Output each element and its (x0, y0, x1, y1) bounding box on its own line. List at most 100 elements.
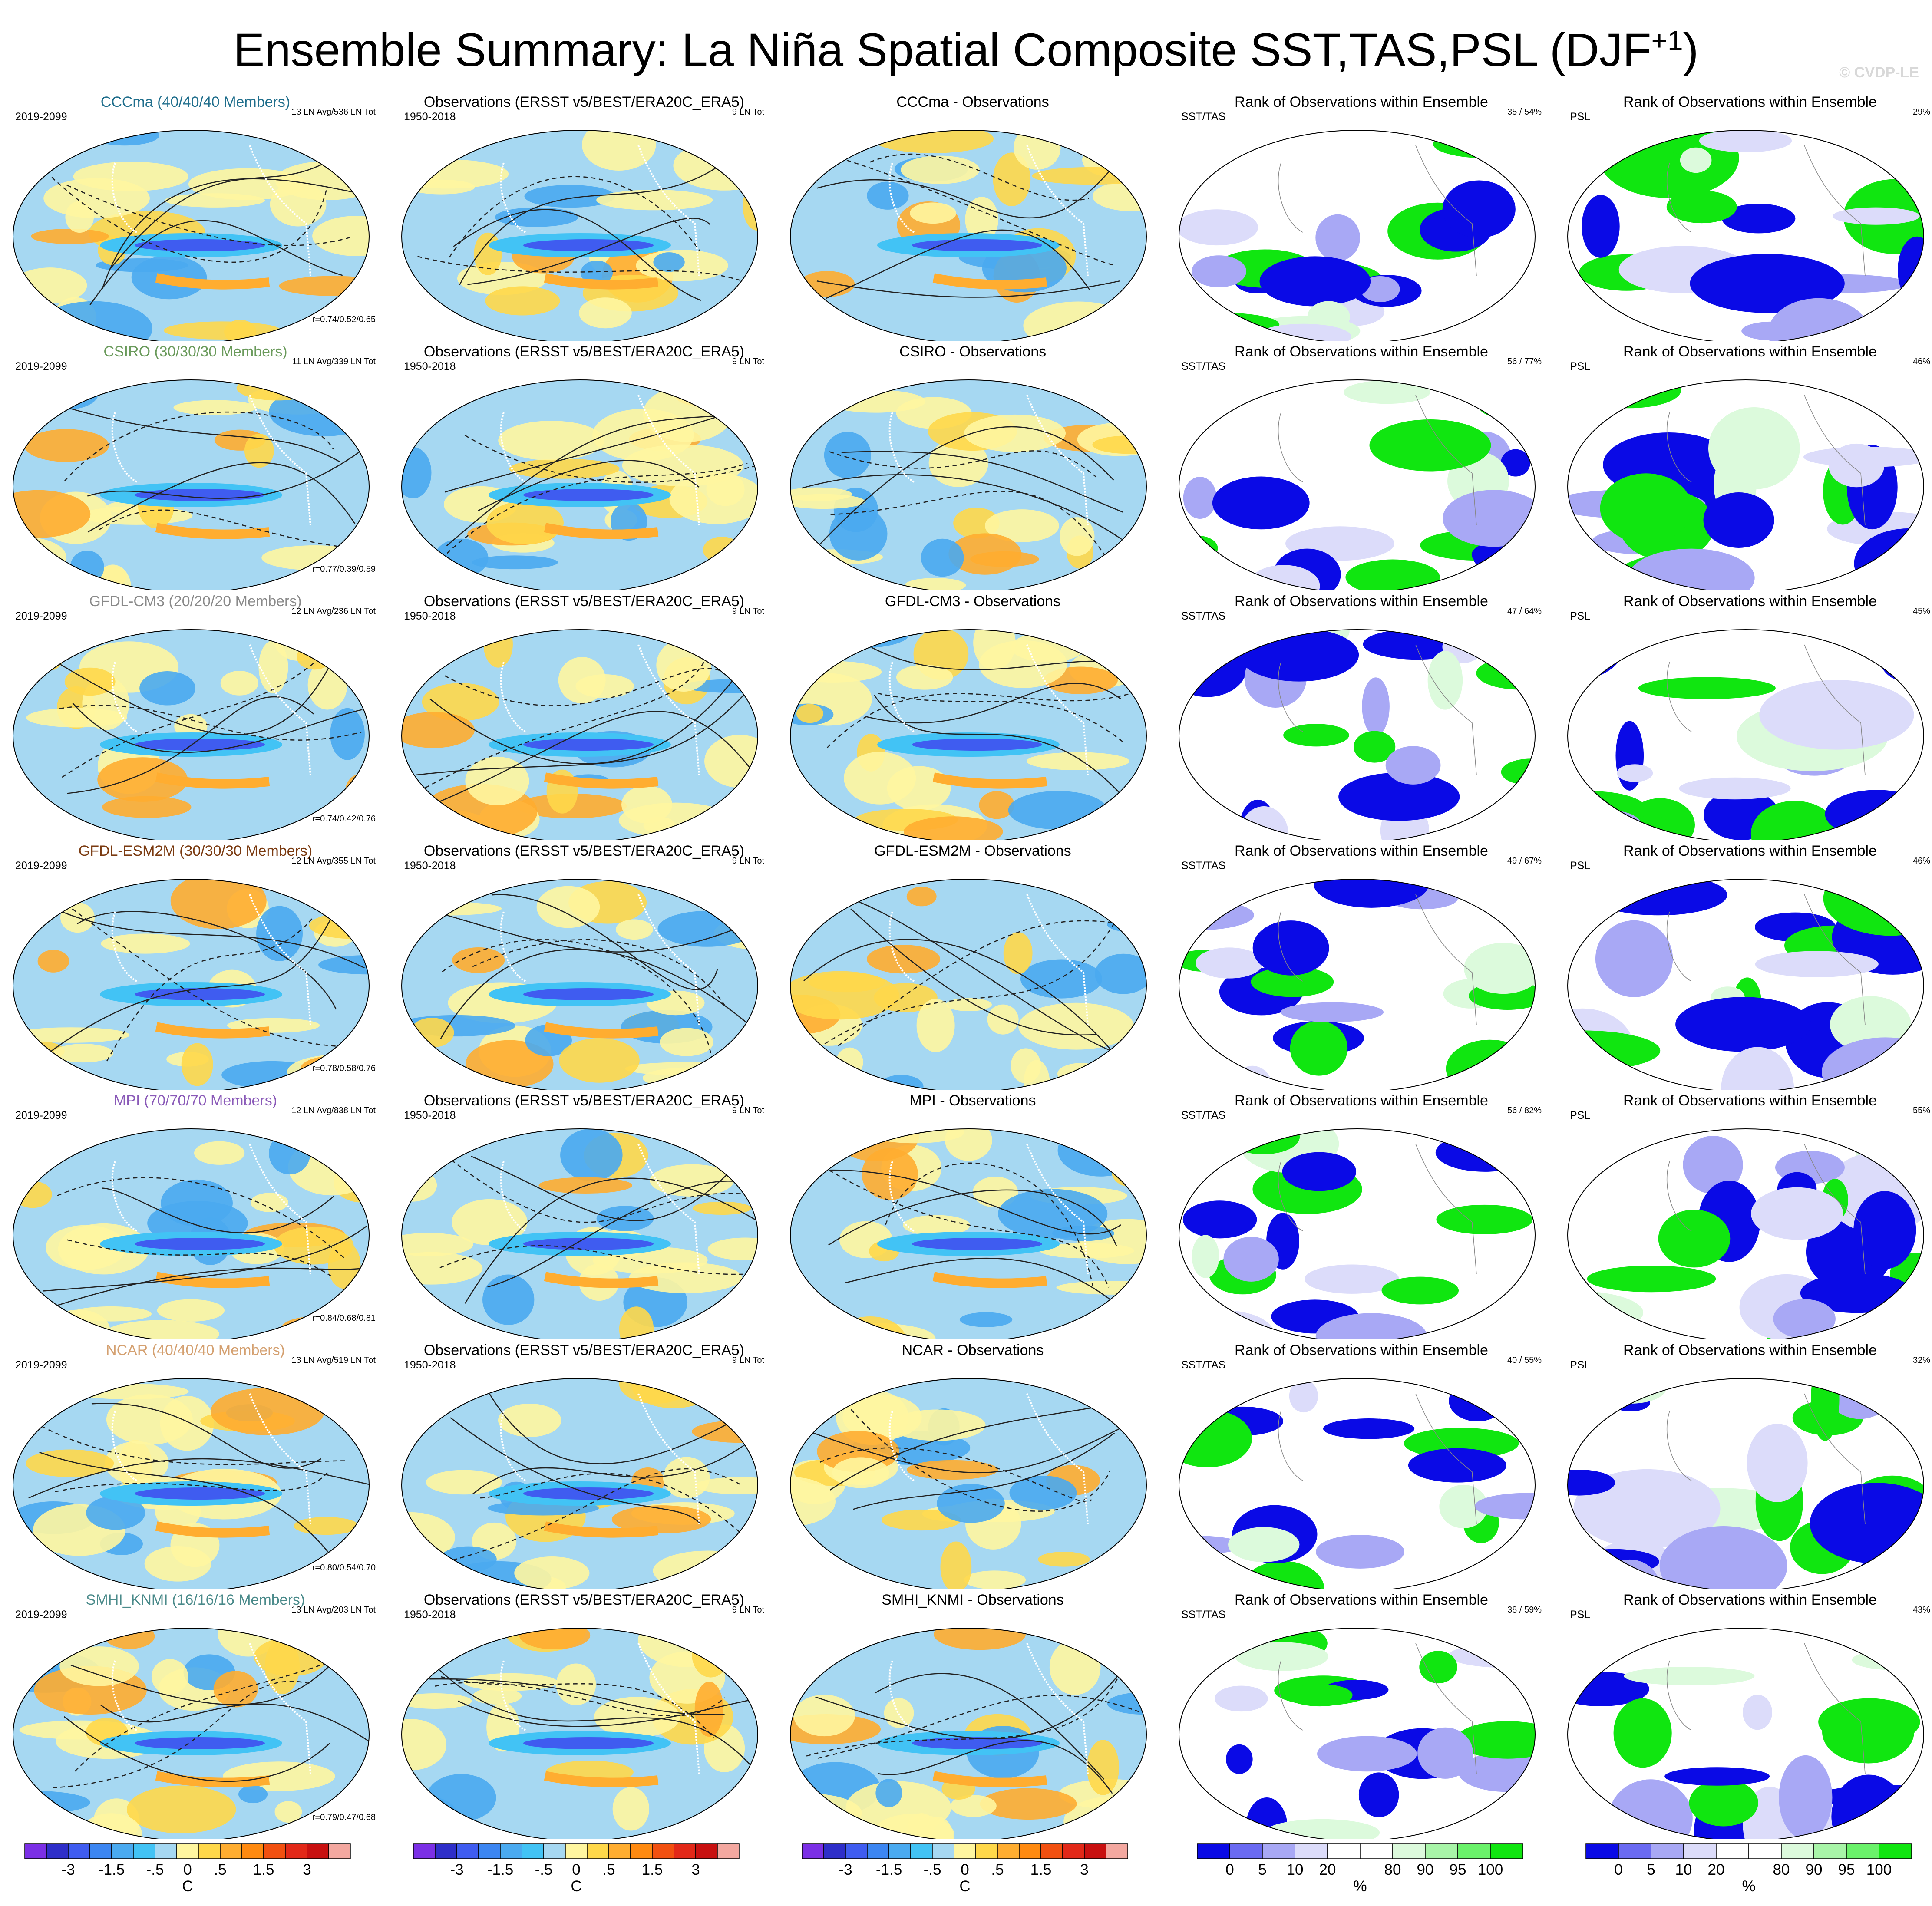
colorbar-tick-label: 20 (1707, 1861, 1725, 1878)
colorbar-swatch (717, 1843, 740, 1859)
diff-panel: CCCma - Observations (784, 93, 1162, 341)
colorbar-swatch (652, 1843, 674, 1859)
watermark: © CVDP-LE (1839, 64, 1919, 81)
map-plot (1567, 1128, 1924, 1339)
model-counts: 11 LN Avg/339 LN Tot (292, 357, 376, 366)
rank-sst-value: 47 / 64% (1507, 607, 1542, 616)
colorbar-swatch (823, 1843, 846, 1859)
colorbar-swatch (1197, 1843, 1230, 1859)
colorbar-swatch (565, 1843, 588, 1859)
colorbar-swatch (1084, 1843, 1106, 1859)
obs-title: Observations (ERSST v5/BEST/ERA20C_ERA5) (423, 1092, 745, 1109)
colorbar-swatch (867, 1843, 889, 1859)
colorbar-swatch (1040, 1843, 1063, 1859)
obs-title: Observations (ERSST v5/BEST/ERA20C_ERA5) (423, 1592, 745, 1608)
colorbar-tick-label: .5 (602, 1861, 615, 1878)
map-plot (1567, 879, 1924, 1090)
psl-label: PSL (1570, 860, 1591, 872)
colorbar-swatch (328, 1843, 351, 1859)
model-panel: CSIRO (30/30/30 Members) 2019-2099 11 LN A… (7, 343, 384, 590)
colorbar-swatch (888, 1843, 911, 1859)
obs-counts: 9 LN Tot (732, 856, 764, 866)
obs-panel: Observations (ERSST v5/BEST/ERA20C_ERA5)… (395, 593, 773, 840)
colorbar-tick-label: 100 (1866, 1861, 1892, 1878)
rank-title: Rank of Observations within Ensemble (1623, 1342, 1877, 1359)
model-panel: MPI (70/70/70 Members) 2019-2099 12 LN Avg… (7, 1092, 384, 1339)
colorbar-swatch (954, 1843, 976, 1859)
colorbar-tick-label: -.5 (923, 1861, 941, 1878)
model-counts: 13 LN Avg/536 LN Tot (291, 107, 376, 117)
figure-title: Ensemble Summary: La Niña Spatial Compos… (233, 23, 1699, 76)
model-period: 2019-2099 (15, 610, 67, 622)
diff-title: CCCma - Observations (896, 94, 1049, 110)
colorbar-units: C (959, 1878, 971, 1895)
rank-sst-value: 56 / 77% (1507, 357, 1542, 366)
rank-psl-panel: Rank of Observations within Ensemble PSL 4… (1561, 1591, 1932, 1839)
obs-counts: 9 LN Tot (732, 1605, 764, 1615)
colorbar-swatch (1062, 1843, 1085, 1859)
colorbar-swatch (1229, 1843, 1263, 1859)
colorbar-swatch (435, 1843, 457, 1859)
obs-period: 1950-2018 (404, 860, 456, 872)
diff-panel: CSIRO - Observations (784, 343, 1162, 590)
diff-title: MPI - Observations (909, 1092, 1036, 1109)
colorbar-swatch (307, 1843, 329, 1859)
model-period: 2019-2099 (15, 360, 67, 373)
obs-counts: 9 LN Tot (732, 1355, 764, 1365)
obs-counts: 9 LN Tot (732, 357, 764, 366)
colorbar-swatch (456, 1843, 479, 1859)
colorbar (1585, 1843, 1912, 1859)
map-plot (1179, 1628, 1536, 1839)
rank-sst-value: 56 / 82% (1507, 1106, 1542, 1115)
colorbar-swatch (1879, 1843, 1912, 1859)
model-period: 2019-2099 (15, 860, 67, 872)
colorbar-swatch (1813, 1843, 1847, 1859)
colorbar-swatch (111, 1843, 134, 1859)
map-plot (1179, 879, 1536, 1090)
diff-panel: MPI - Observations (784, 1092, 1162, 1339)
map-plot (790, 1378, 1147, 1589)
map-plot (1179, 1378, 1536, 1589)
model-title: GFDL-CM3 (20/20/20 Members) (89, 593, 302, 610)
model-title: CCCma (40/40/40 Members) (100, 94, 291, 110)
sst-tas-label: SST/TAS (1181, 360, 1226, 373)
rank-psl-panel: Rank of Observations within Ensemble PSL 4… (1561, 593, 1932, 840)
colorbar (802, 1843, 1128, 1859)
obs-period: 1950-2018 (404, 360, 456, 373)
colorbar-swatch (241, 1843, 264, 1859)
colorbar-tick-label: 5 (1258, 1861, 1267, 1878)
rank-title: Rank of Observations within Ensemble (1623, 1592, 1877, 1608)
map-plot (401, 879, 758, 1090)
diff-title: GFDL-ESM2M - Observations (874, 843, 1071, 859)
pattern-correlation: r=0.74/0.52/0.65 (312, 315, 376, 324)
sst-tas-label: SST/TAS (1181, 1109, 1226, 1121)
rank-psl-value: 46% (1912, 856, 1930, 866)
colorbar-units: C (182, 1878, 193, 1895)
colorbar-swatch (1425, 1843, 1458, 1859)
colorbar-swatch (802, 1843, 824, 1859)
map-plot (1567, 629, 1924, 840)
map-plot (13, 1628, 370, 1839)
model-title: NCAR (40/40/40 Members) (106, 1342, 285, 1359)
rank-title: Rank of Observations within Ensemble (1235, 1342, 1488, 1359)
colorbar-tick-label: 90 (1417, 1861, 1434, 1878)
pattern-correlation: r=0.84/0.68/0.81 (312, 1313, 376, 1323)
map-plot (1567, 379, 1924, 590)
colorbar-swatch (263, 1843, 286, 1859)
colorbar-tick-label: 90 (1805, 1861, 1823, 1878)
colorbar-tick-label: 3 (1080, 1861, 1089, 1878)
model-counts: 13 LN Avg/203 LN Tot (291, 1605, 376, 1615)
rank-title: Rank of Observations within Ensemble (1623, 593, 1877, 610)
colorbar-tick-label: -1.5 (98, 1861, 125, 1878)
map-plot (1179, 379, 1536, 590)
map-plot (1179, 1128, 1536, 1339)
map-plot (1567, 1628, 1924, 1839)
map-plot (1567, 130, 1924, 341)
diff-title: SMHI_KNMI - Observations (882, 1592, 1064, 1608)
diff-title: GFDL-CM3 - Observations (885, 593, 1061, 610)
colorbar-swatch (674, 1843, 696, 1859)
rank-psl-panel: Rank of Observations within Ensemble PSL 4… (1561, 343, 1932, 590)
obs-counts: 9 LN Tot (732, 1106, 764, 1115)
colorbar-swatch (68, 1843, 90, 1859)
colorbar-swatch (198, 1843, 221, 1859)
